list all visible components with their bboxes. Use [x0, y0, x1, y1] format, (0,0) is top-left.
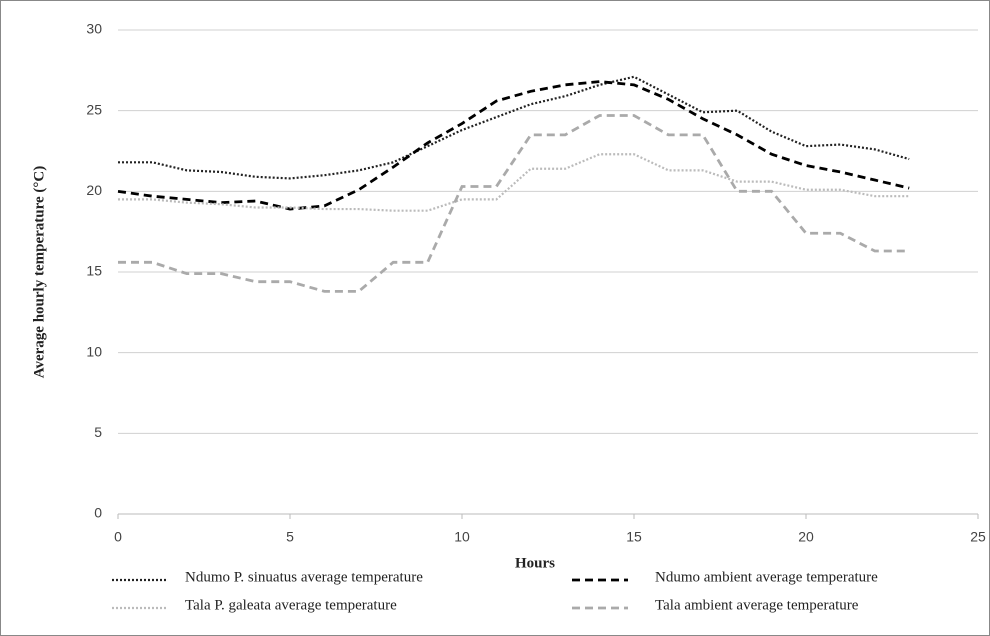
- x-tick-label: 0: [114, 529, 122, 545]
- y-tick-label: 25: [86, 101, 102, 117]
- y-axis-label: Average hourly temperature (°C): [31, 166, 47, 378]
- x-tick-label: 10: [454, 529, 470, 545]
- y-tick-label: 0: [94, 505, 102, 521]
- y-tick-label: 10: [86, 343, 102, 359]
- x-tick-label: 20: [798, 529, 814, 545]
- x-tick-label: 25: [970, 529, 986, 545]
- x-tick-label: 15: [626, 529, 642, 545]
- y-tick-label: 30: [86, 21, 102, 37]
- series-line: [118, 75, 910, 180]
- legend-label: Ndumo ambient average temperature: [655, 569, 878, 585]
- series-line: [117, 80, 910, 211]
- legend-label: Ndumo P. sinuatus average temperature: [185, 569, 423, 585]
- series-line: [118, 114, 910, 293]
- series-line: [118, 153, 910, 212]
- y-tick-label: 20: [86, 182, 102, 198]
- y-tick-label: 5: [94, 424, 102, 440]
- x-axis-label: Hours: [515, 555, 555, 571]
- legend-label: Tala ambient average temperature: [655, 597, 859, 613]
- x-tick-label: 5: [286, 529, 294, 545]
- legend-label: Tala P. galeata average temperature: [185, 597, 397, 613]
- y-tick-label: 15: [86, 263, 102, 279]
